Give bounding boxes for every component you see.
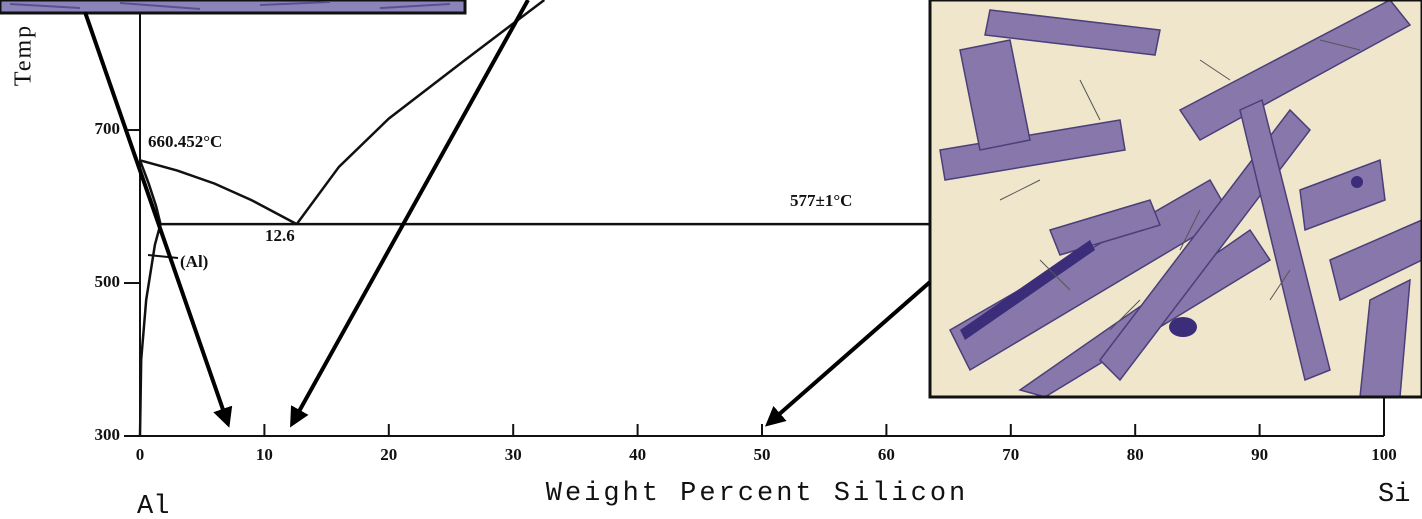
y-tick-label: 500	[95, 272, 121, 291]
phase-boundary	[139, 159, 298, 226]
micrograph-top	[0, 0, 467, 15]
x-tick-label: 0	[136, 445, 145, 464]
micrograph-right	[928, 0, 1422, 399]
arrows	[83, 0, 932, 428]
x-tick-label: 10	[256, 445, 273, 464]
x-tick-label: 30	[505, 445, 522, 464]
x-tick-label: 50	[754, 445, 771, 464]
y-axis-title: Temp	[11, 24, 37, 86]
y-tick-label: 700	[95, 119, 121, 138]
y-tick-label: 300	[95, 425, 121, 444]
annotation: Al	[137, 492, 169, 519]
x-tick-label: 60	[878, 445, 895, 464]
phase-boundary	[138, 223, 162, 437]
annotation: 577±1°C	[790, 191, 852, 210]
annotation: 12.6	[265, 226, 295, 245]
phase-boundary	[138, 159, 162, 225]
x-tick-label: 100	[1371, 445, 1397, 464]
annotation: Si	[1378, 480, 1410, 510]
annotation: 660.452°C	[148, 132, 222, 151]
x-axis-title: Weight Percent Silicon	[546, 479, 968, 509]
x-tick-label: 90	[1251, 445, 1268, 464]
annotation: (Al)	[180, 252, 208, 271]
phase-boundary	[295, 0, 546, 225]
x-tick-label: 40	[629, 445, 646, 464]
x-tick-label: 20	[380, 445, 397, 464]
x-tick-label: 80	[1127, 445, 1144, 464]
x-tick-label: 70	[1002, 445, 1019, 464]
